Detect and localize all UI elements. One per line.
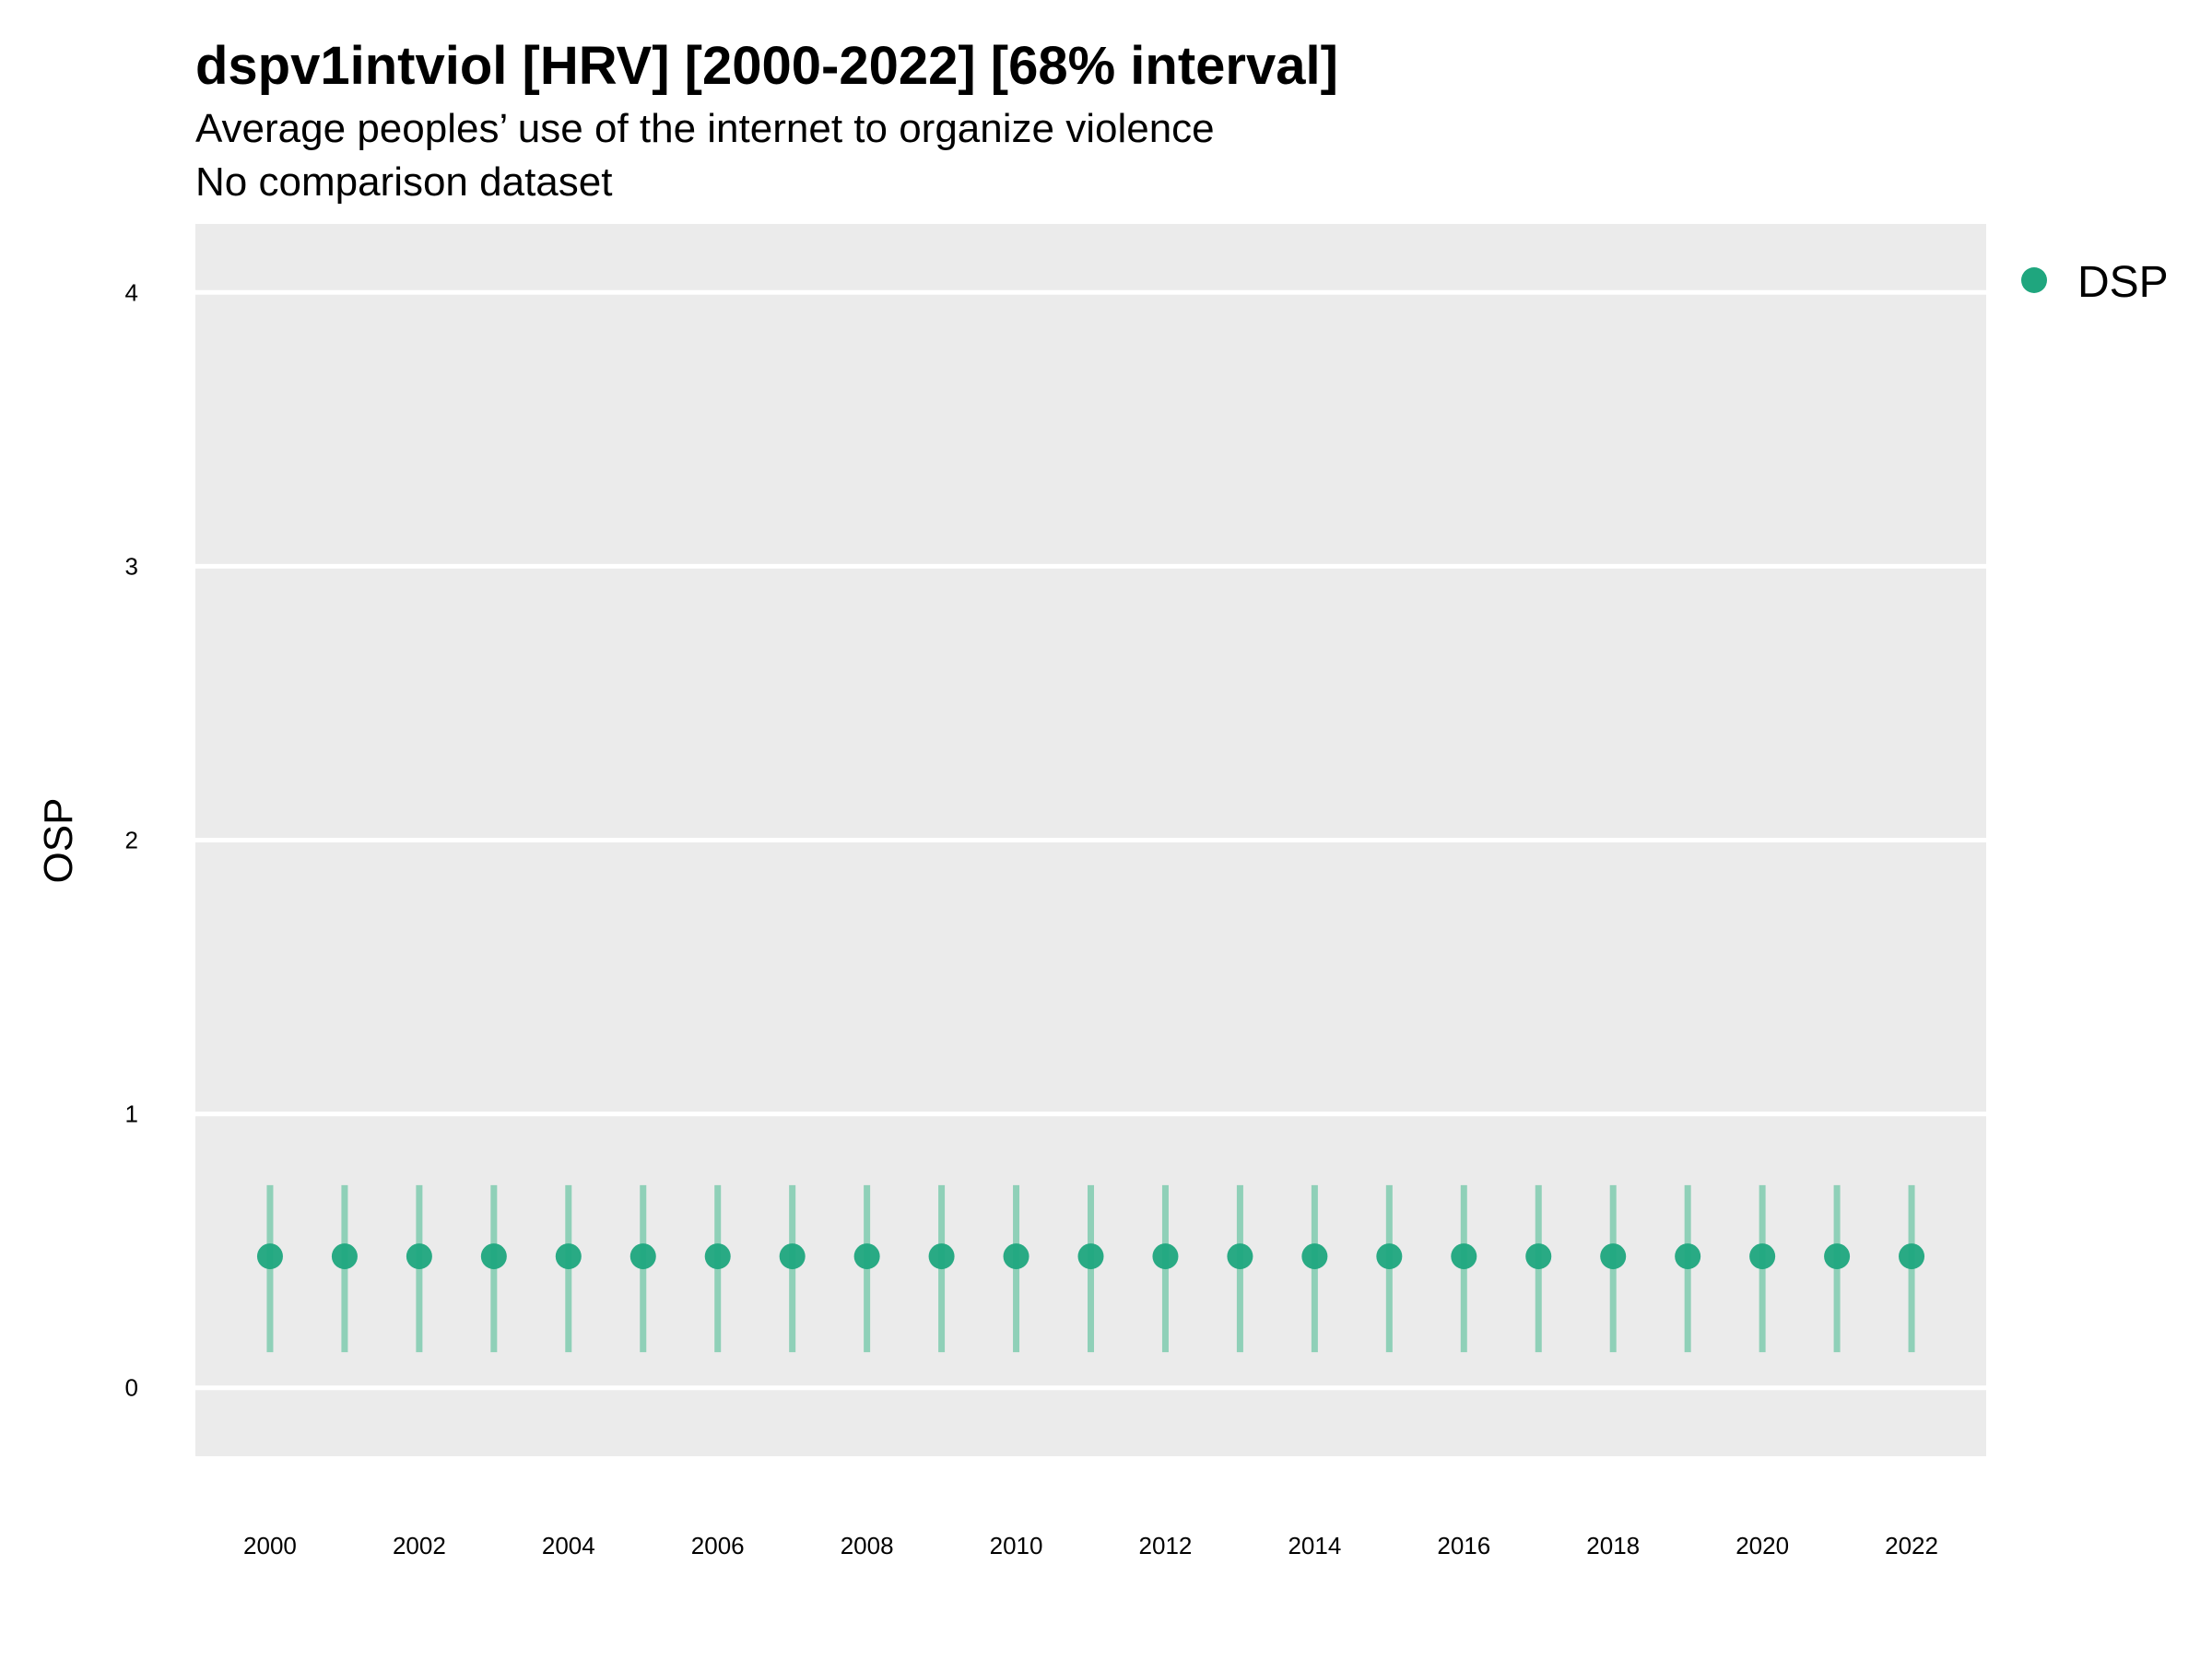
data-point [1227, 1243, 1253, 1270]
grid-lines [195, 289, 1986, 1391]
data-point [406, 1243, 432, 1270]
x-tick-label: 2020 [1735, 1532, 1789, 1559]
data-point [1824, 1243, 1851, 1270]
x-tick-label: 2002 [393, 1532, 446, 1559]
x-tick-label: 2010 [990, 1532, 1043, 1559]
x-tick-label: 2018 [1586, 1532, 1640, 1559]
data-points [256, 1243, 1925, 1270]
legend-label-dsp: DSP [2077, 258, 2169, 307]
y-axis-title: OSP [36, 798, 81, 884]
data-point [1376, 1243, 1403, 1270]
x-axis-ticks: 2000 2002 2004 2006 2008 2010 2012 2014 2016 2018… [243, 1532, 1938, 1559]
y-axis-ticks: 0 1 2 3 4 [125, 278, 138, 1401]
legend: DSP [2021, 258, 2169, 307]
x-tick-label: 2004 [542, 1532, 595, 1559]
data-point [555, 1243, 582, 1270]
data-point [853, 1243, 880, 1270]
legend-swatch-dsp [2021, 267, 2047, 293]
data-point [331, 1243, 358, 1270]
data-point [1003, 1243, 1030, 1270]
data-point [1525, 1243, 1552, 1270]
y-tick-label: 0 [125, 1374, 138, 1402]
data-point [928, 1243, 955, 1270]
data-point [1152, 1243, 1179, 1270]
data-point [1600, 1243, 1627, 1270]
y-tick-label: 1 [125, 1100, 138, 1128]
data-point [779, 1243, 806, 1270]
x-tick-label: 2014 [1288, 1532, 1341, 1559]
data-point [1301, 1243, 1328, 1270]
data-point [629, 1243, 656, 1270]
x-tick-label: 2000 [243, 1532, 297, 1559]
chart-caption: No comparison dataset [195, 159, 613, 205]
data-point [1077, 1243, 1104, 1270]
y-tick-label: 4 [125, 278, 138, 306]
data-point [256, 1243, 283, 1270]
chart-title: dspv1intviol [HRV] [2000-2022] [68% inte… [195, 36, 1338, 96]
data-point [480, 1243, 507, 1270]
y-tick-label: 2 [125, 827, 138, 854]
data-point [1749, 1243, 1776, 1270]
x-tick-label: 2022 [1885, 1532, 1938, 1559]
x-tick-label: 2016 [1437, 1532, 1490, 1559]
data-point [1675, 1243, 1701, 1270]
data-point [1899, 1243, 1925, 1270]
x-tick-label: 2006 [691, 1532, 745, 1559]
x-tick-label: 2012 [1139, 1532, 1193, 1559]
x-tick-label: 2008 [841, 1532, 894, 1559]
data-point [1451, 1243, 1477, 1270]
y-tick-label: 3 [125, 552, 138, 580]
chart-subtitle: Average peoples’ use of the internet to … [195, 106, 1215, 151]
data-point [704, 1243, 731, 1270]
